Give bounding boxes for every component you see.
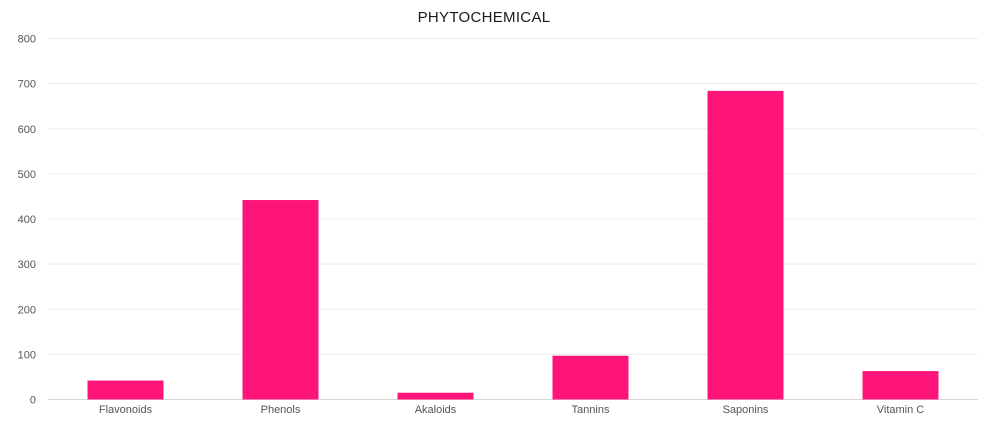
x-axis: Flavonoids Phenols Akaloids Tannins Saponins…: [99, 404, 924, 416]
bar-phenols: [242, 200, 319, 400]
chart-title: PHYTOCHEMICAL: [418, 9, 551, 26]
bar-vitamin-c: [862, 371, 939, 400]
x-tick-label: Flavonoids: [99, 404, 153, 416]
bar-saponins: [707, 90, 784, 400]
y-tick-label: 600: [18, 124, 36, 136]
x-tick-label: Tannins: [572, 404, 610, 416]
y-tick-label: 100: [18, 349, 36, 361]
y-tick-label: 800: [18, 34, 36, 46]
bar-tannins: [552, 355, 629, 400]
y-tick-label: 500: [18, 169, 36, 181]
x-tick-label: Akaloids: [415, 404, 457, 416]
y-tick-label: 400: [18, 214, 36, 226]
gridlines: [48, 38, 978, 400]
y-tick-label: 700: [18, 79, 36, 91]
x-tick-label: Saponins: [723, 404, 769, 416]
y-axis: 0 100 200 300 400 500 600 700 800: [18, 34, 36, 407]
bar-akaloids: [397, 392, 474, 400]
x-tick-label: Vitamin C: [877, 404, 925, 416]
y-tick-label: 200: [18, 304, 36, 316]
y-tick-label: 0: [30, 395, 36, 407]
bars: [87, 90, 939, 400]
bar-flavonoids: [87, 380, 164, 400]
x-tick-label: Phenols: [261, 404, 301, 416]
y-tick-label: 300: [18, 259, 36, 271]
